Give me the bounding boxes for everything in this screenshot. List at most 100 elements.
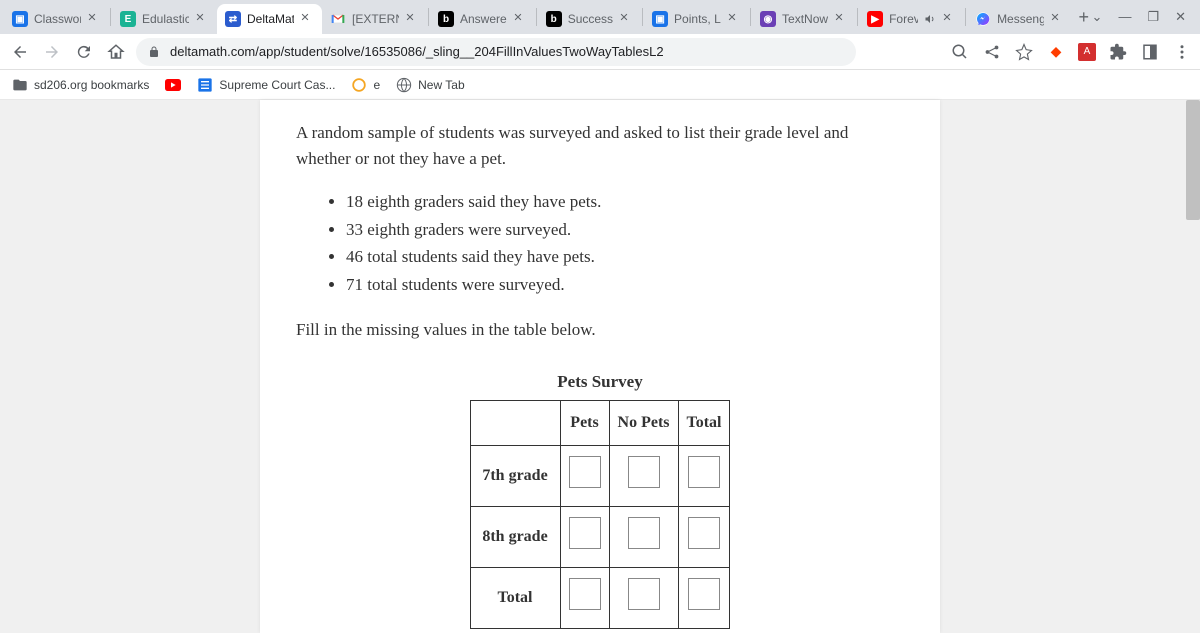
browser-tab[interactable]: b Success bbox=[538, 4, 641, 34]
close-tab-icon[interactable] bbox=[727, 12, 741, 26]
problem-instruction: Fill in the missing values in the table … bbox=[296, 317, 904, 343]
close-tab-icon[interactable] bbox=[513, 12, 527, 26]
extension-icon[interactable]: ◆ bbox=[1046, 42, 1066, 62]
tab-favicon: b bbox=[546, 11, 562, 27]
tab-title: [EXTERN bbox=[352, 12, 399, 26]
tab-favicon bbox=[975, 11, 991, 27]
answer-input[interactable] bbox=[688, 517, 720, 549]
bookmark-label: New Tab bbox=[418, 78, 464, 92]
share-icon[interactable] bbox=[982, 42, 1002, 62]
answer-input[interactable] bbox=[569, 456, 601, 488]
tab-title: Classwor bbox=[34, 12, 81, 26]
bookmark-label: e bbox=[373, 78, 380, 92]
audio-icon[interactable] bbox=[924, 13, 936, 25]
close-tab-icon[interactable] bbox=[300, 12, 314, 26]
tab-favicon: ▣ bbox=[652, 11, 668, 27]
reading-list-icon[interactable] bbox=[1140, 42, 1160, 62]
close-tab-icon[interactable] bbox=[619, 12, 633, 26]
close-tab-icon[interactable] bbox=[87, 12, 101, 26]
globe-icon bbox=[396, 77, 412, 93]
table-header-row: Pets No Pets Total bbox=[470, 401, 730, 446]
close-tab-icon[interactable] bbox=[195, 12, 209, 26]
reload-button[interactable] bbox=[72, 40, 96, 64]
row-label: 8th grade bbox=[470, 507, 560, 568]
forward-button[interactable] bbox=[40, 40, 64, 64]
bullet-item: 46 total students said they have pets. bbox=[346, 244, 904, 270]
search-icon[interactable] bbox=[950, 42, 970, 62]
browser-tab[interactable]: ▶ Forev bbox=[859, 4, 964, 34]
address-bar[interactable]: deltamath.com/app/student/solve/16535086… bbox=[136, 38, 856, 66]
tab-favicon: b bbox=[438, 11, 454, 27]
close-tab-icon[interactable] bbox=[1050, 12, 1064, 26]
tab-favicon bbox=[330, 11, 346, 27]
close-tab-icon[interactable] bbox=[405, 12, 419, 26]
extension-icon-2[interactable]: A bbox=[1078, 43, 1096, 61]
table-row: 8th grade bbox=[470, 507, 730, 568]
problem-page: A random sample of students was surveyed… bbox=[260, 100, 940, 633]
answer-input[interactable] bbox=[628, 517, 660, 549]
answer-input[interactable] bbox=[688, 456, 720, 488]
bookmark-folder[interactable]: sd206.org bookmarks bbox=[12, 77, 149, 93]
answer-input[interactable] bbox=[628, 456, 660, 488]
row-label: 7th grade bbox=[470, 446, 560, 507]
list-icon bbox=[197, 77, 213, 93]
tab-favicon: ▶ bbox=[867, 11, 883, 27]
home-button[interactable] bbox=[104, 40, 128, 64]
bookmark-new-tab[interactable]: New Tab bbox=[396, 77, 464, 93]
table-header: No Pets bbox=[609, 401, 678, 446]
answer-input[interactable] bbox=[688, 578, 720, 610]
tab-favicon: E bbox=[120, 11, 136, 27]
browser-tab[interactable]: [EXTERN bbox=[322, 4, 427, 34]
tab-favicon: ◉ bbox=[760, 11, 776, 27]
answer-input[interactable] bbox=[569, 578, 601, 610]
tab-title: Success bbox=[568, 12, 613, 26]
survey-table: Pets No Pets Total 7th grade 8th grade T… bbox=[470, 400, 731, 629]
problem-intro: A random sample of students was surveyed… bbox=[296, 120, 904, 171]
bullet-item: 71 total students were surveyed. bbox=[346, 272, 904, 298]
close-tab-icon[interactable] bbox=[834, 12, 848, 26]
tab-favicon: ⇄ bbox=[225, 11, 241, 27]
browser-tab[interactable]: Messeng bbox=[967, 4, 1072, 34]
extensions-puzzle-icon[interactable] bbox=[1108, 42, 1128, 62]
bookmark-e[interactable]: e bbox=[351, 77, 380, 93]
browser-tab[interactable]: ▣Points, Li bbox=[644, 4, 749, 34]
row-label: Total bbox=[470, 568, 560, 629]
tab-title: Answere bbox=[460, 12, 507, 26]
browser-tab[interactable]: b Answere bbox=[430, 4, 535, 34]
tab-favicon: ▣ bbox=[12, 11, 28, 27]
close-tab-icon[interactable] bbox=[942, 12, 956, 26]
browser-tab[interactable]: E Edulastic bbox=[112, 4, 217, 34]
browser-toolbar: deltamath.com/app/student/solve/16535086… bbox=[0, 34, 1200, 70]
table-caption: Pets Survey bbox=[296, 369, 904, 395]
bookmark-youtube[interactable] bbox=[165, 77, 181, 93]
table-row: 7th grade bbox=[470, 446, 730, 507]
bookmark-supreme-court[interactable]: Supreme Court Cas... bbox=[197, 77, 335, 93]
browser-tab[interactable]: ◉TextNow bbox=[752, 4, 856, 34]
table-header: Pets bbox=[560, 401, 609, 446]
answer-input[interactable] bbox=[628, 578, 660, 610]
tab-title: Forev bbox=[889, 12, 918, 26]
close-window-icon[interactable]: ✕ bbox=[1175, 9, 1186, 25]
scrollbar-thumb[interactable] bbox=[1186, 100, 1200, 220]
table-row: Total bbox=[470, 568, 730, 629]
back-button[interactable] bbox=[8, 40, 32, 64]
lock-icon bbox=[148, 45, 162, 59]
window-controls: ⌄ — ❐ ✕ bbox=[1092, 9, 1196, 25]
menu-icon[interactable] bbox=[1172, 42, 1192, 62]
folder-icon bbox=[12, 77, 28, 93]
bullet-item: 33 eighth graders were surveyed. bbox=[346, 217, 904, 243]
minimize-icon[interactable]: — bbox=[1118, 9, 1131, 25]
bookmark-label: Supreme Court Cas... bbox=[219, 78, 335, 92]
chevron-down-icon[interactable]: ⌄ bbox=[1092, 9, 1103, 25]
circle-icon bbox=[351, 77, 367, 93]
star-icon[interactable] bbox=[1014, 42, 1034, 62]
tab-title: Edulastic bbox=[142, 12, 189, 26]
url-text: deltamath.com/app/student/solve/16535086… bbox=[170, 44, 664, 59]
tab-title: DeltaMat bbox=[247, 12, 294, 26]
restore-icon[interactable]: ❐ bbox=[1147, 9, 1159, 25]
answer-input[interactable] bbox=[569, 517, 601, 549]
new-tab-button[interactable]: + bbox=[1076, 3, 1091, 31]
youtube-icon bbox=[165, 77, 181, 93]
browser-tab[interactable]: ▣ Classwor bbox=[4, 4, 109, 34]
browser-tab[interactable]: ⇄ DeltaMat bbox=[217, 4, 322, 34]
